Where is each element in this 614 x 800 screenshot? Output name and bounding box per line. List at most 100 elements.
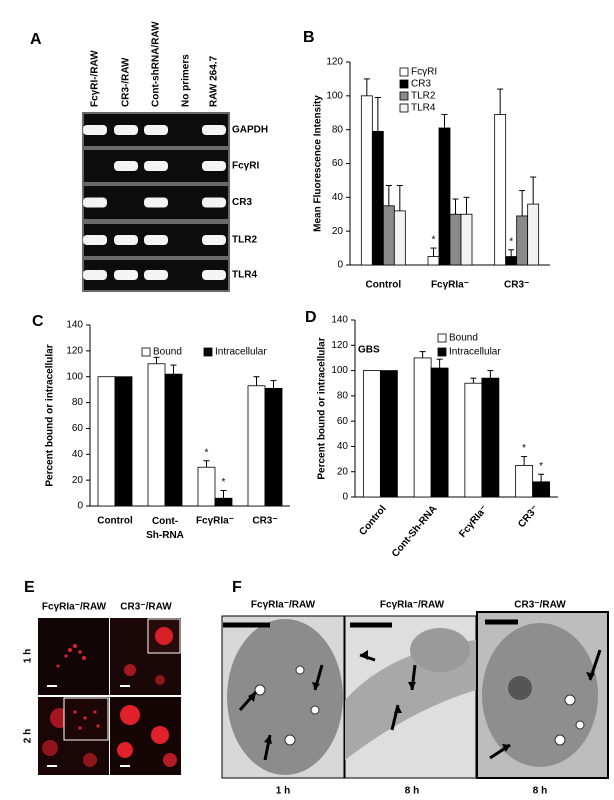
bar [449, 213, 462, 266]
legend-swatch [437, 333, 447, 343]
y-tick-label: 100 [326, 90, 343, 101]
bar [494, 114, 507, 266]
legend-swatch [399, 103, 409, 113]
y-tick-label: 60 [332, 158, 344, 169]
row-title: 2 h [23, 729, 34, 743]
y-tick-label: 120 [326, 57, 343, 68]
lane-label: CR3-/RAW [121, 57, 132, 107]
y-tick-label: 100 [66, 371, 83, 382]
bar [197, 466, 216, 507]
significance: * [539, 461, 543, 472]
y-tick-label: 80 [72, 397, 84, 408]
panel-letter: F [232, 579, 242, 596]
gene-label: GAPDH [232, 125, 268, 136]
gel-band [83, 270, 107, 280]
y-tick-label: 140 [331, 315, 348, 326]
legend-label: Bound [449, 333, 478, 344]
x-tick-label: CR3⁻ [516, 504, 541, 530]
x-tick-label: Cont-Sh-RNA [390, 504, 439, 560]
panel-letter: B [303, 29, 315, 46]
bar [505, 256, 518, 266]
gel-band [144, 270, 168, 280]
gel-band [83, 235, 107, 245]
y-tick-label: 60 [72, 423, 84, 434]
y-tick-label: 80 [337, 390, 349, 401]
gel-band [114, 270, 138, 280]
bar [516, 215, 529, 266]
legend-swatch [141, 347, 151, 357]
significance: * [509, 236, 513, 247]
bar [413, 357, 432, 498]
bar [360, 95, 373, 266]
bar [481, 377, 500, 498]
bar [264, 387, 283, 507]
y-tick-label: 60 [337, 416, 349, 427]
legend-swatch [399, 79, 409, 89]
y-axis-label: Percent bound or intracellular [45, 344, 56, 486]
y-tick-label: 20 [332, 226, 344, 237]
gel-band [144, 161, 168, 171]
bar [247, 385, 266, 507]
gel-band [114, 235, 138, 245]
time-label: 8 h [405, 786, 419, 797]
x-tick-label: Control [357, 503, 388, 537]
legend-label: Intracellular [215, 347, 267, 358]
y-tick-label: 20 [72, 475, 84, 486]
bar [393, 210, 406, 266]
y-axis-label: Percent bound or intracellular [317, 337, 328, 479]
legend-label: TLR4 [411, 103, 436, 114]
x-tick-label: FcγRIa⁻ [196, 516, 234, 527]
lane-label: RAW 264.7 [209, 55, 220, 107]
y-tick-label: 120 [331, 340, 348, 351]
y-axis-label: Mean Fluorescence Intensity [313, 95, 324, 232]
bar [164, 373, 183, 507]
y-tick-label: 40 [337, 441, 349, 452]
bar [214, 497, 233, 507]
gel-band [144, 235, 168, 245]
gel-band [202, 270, 226, 280]
x-tick-label: Cont-Sh-RNA [146, 516, 184, 541]
panel-letter: E [24, 579, 35, 596]
gel-band [202, 197, 226, 208]
column-title: CR3⁻/RAW [120, 602, 172, 613]
gene-label: CR3 [232, 197, 252, 208]
bar [532, 481, 551, 498]
gene-label: FcγRI [232, 161, 259, 172]
bar [438, 127, 451, 266]
gel-lanes [83, 114, 228, 290]
y-tick-label: 100 [331, 365, 348, 376]
legend-label: FcγRI [411, 67, 437, 78]
gel-band [114, 125, 138, 135]
bar [362, 370, 381, 498]
significance: * [432, 235, 436, 246]
legend-label: Intracellular [449, 347, 501, 358]
panel-letter: C [32, 313, 44, 330]
y-tick-label: 0 [342, 492, 348, 503]
y-tick-label: 0 [337, 260, 343, 271]
bar [460, 213, 473, 266]
bar [371, 130, 384, 266]
em-images [221, 611, 609, 779]
y-tick-label: 40 [332, 192, 344, 203]
bar [515, 464, 534, 498]
bar [464, 382, 483, 498]
legend-swatch [203, 347, 213, 357]
gel-band [83, 125, 107, 135]
panel-letter: D [305, 309, 317, 326]
y-tick-label: 0 [77, 501, 83, 512]
micrographs [38, 618, 181, 775]
gel-band [144, 125, 168, 135]
legend-swatch [399, 91, 409, 101]
legend-label: CR3 [411, 79, 431, 90]
image-title: FcγRIa⁻/RAW [251, 600, 316, 611]
x-tick-label: FcγRIa⁻ [431, 280, 469, 291]
time-label: 1 h [276, 786, 290, 797]
bar [430, 367, 449, 498]
bar [427, 256, 440, 266]
legend-label: Bound [153, 347, 182, 358]
bar [114, 376, 133, 507]
y-tick-label: 120 [66, 345, 83, 356]
gel-band [114, 161, 138, 171]
panel-letter: A [30, 31, 42, 48]
